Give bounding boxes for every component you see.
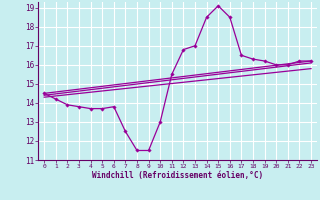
X-axis label: Windchill (Refroidissement éolien,°C): Windchill (Refroidissement éolien,°C) <box>92 171 263 180</box>
